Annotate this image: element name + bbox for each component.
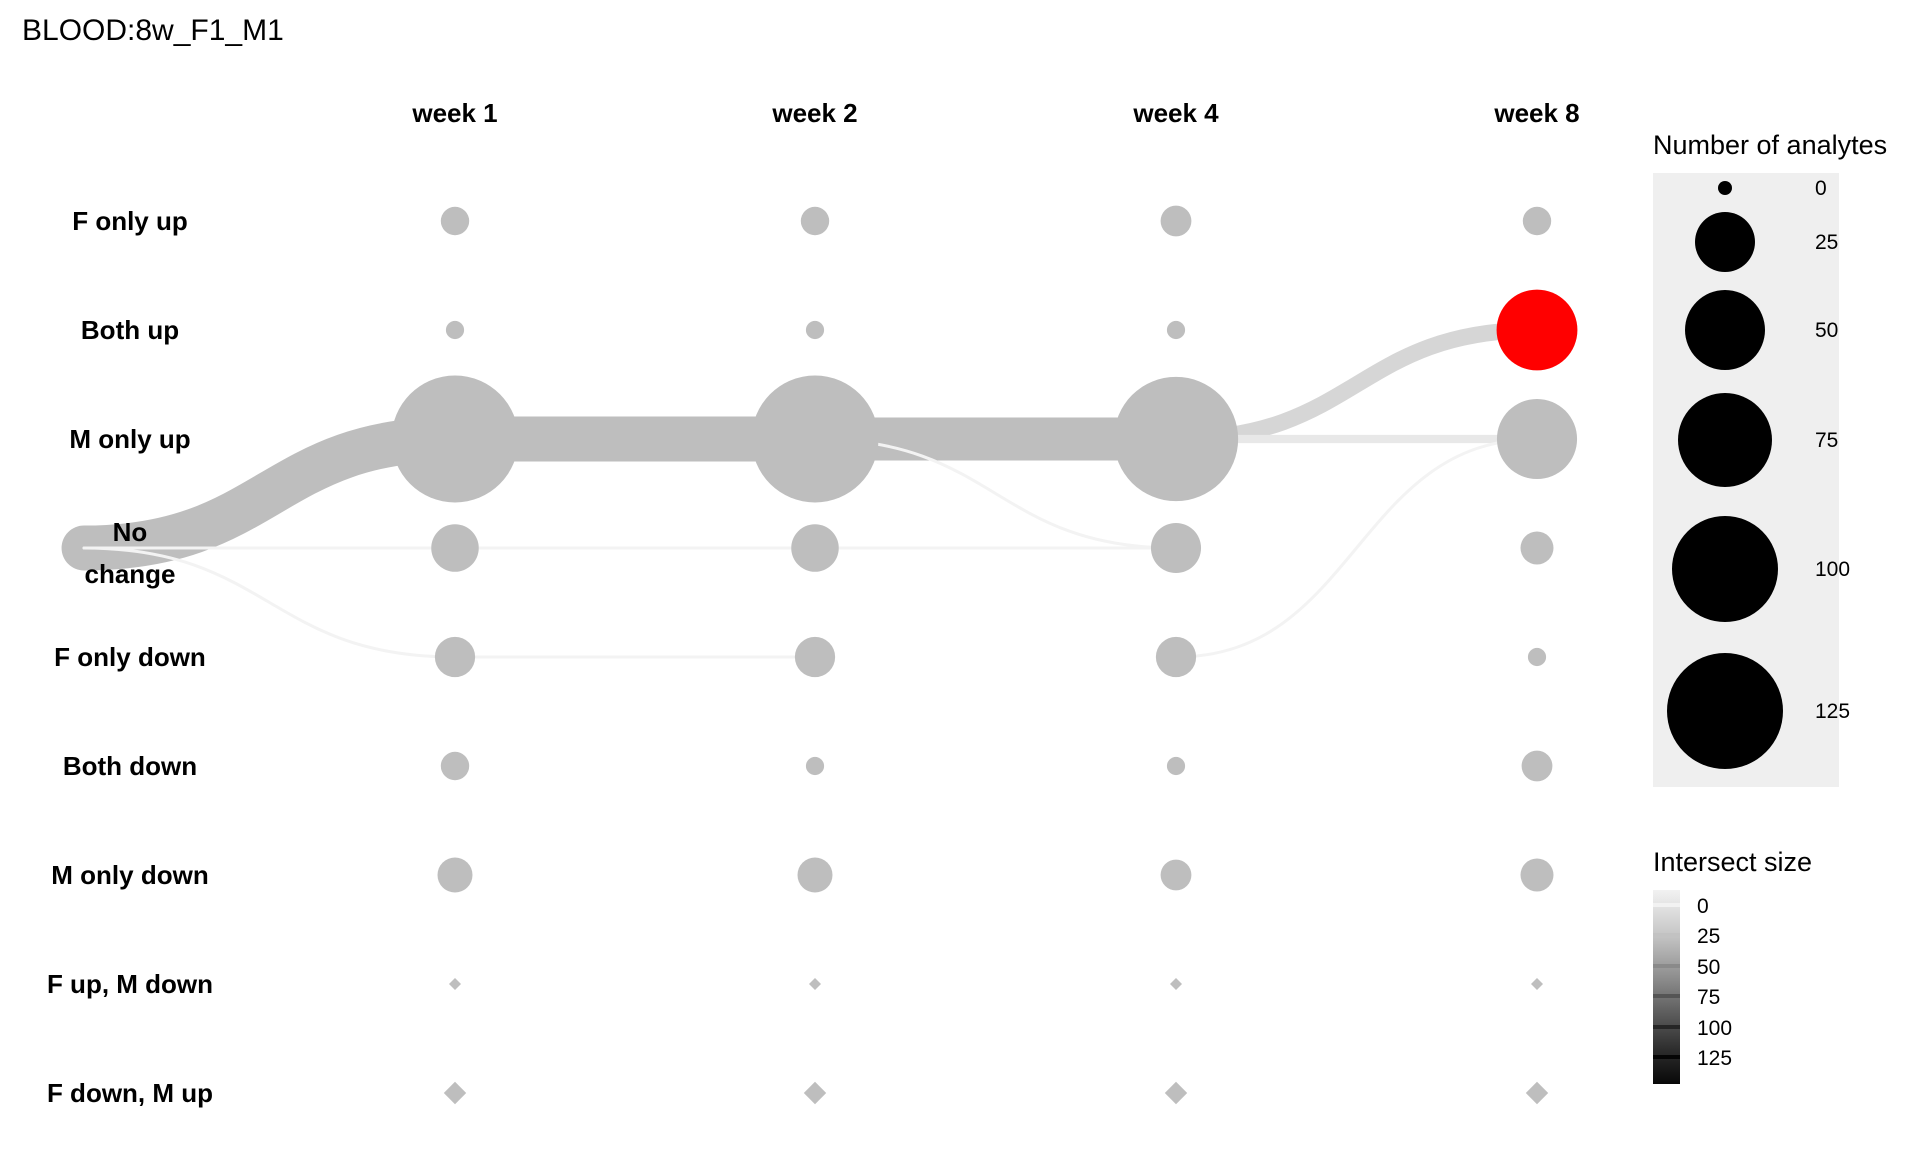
- column-label: week 1: [411, 98, 497, 128]
- legend-size-label: 25: [1815, 231, 1838, 254]
- flow-band: [61, 416, 478, 571]
- legend-color-title: Intersect size: [1653, 847, 1812, 877]
- legend-color-label: 50: [1697, 956, 1720, 979]
- legend-color-key: [1653, 933, 1680, 937]
- column-label: week 2: [771, 98, 857, 128]
- row-label: No change: [84, 517, 175, 589]
- legend-color-label: 125: [1697, 1047, 1732, 1070]
- legend-color-label: 25: [1697, 925, 1720, 948]
- row-label: M only up: [69, 424, 190, 454]
- legend-size-key: [1695, 212, 1755, 272]
- node-marker: [805, 320, 825, 340]
- legend-size-label: 75: [1815, 429, 1838, 452]
- flow-band: [1174, 437, 1539, 659]
- node-marker: [449, 978, 461, 990]
- node-marker: [1170, 978, 1182, 990]
- node-marker: [1522, 206, 1552, 236]
- column-label: week 4: [1132, 98, 1219, 128]
- row-label: F only down: [54, 642, 206, 672]
- legend-size: Number of analytes 0 25 50 75 100 125: [1653, 130, 1887, 787]
- legend-color-bar: [1653, 890, 1680, 1084]
- node-marker: [1527, 647, 1547, 667]
- node-marker: [1521, 750, 1553, 782]
- legend-color-key: [1653, 903, 1680, 907]
- node-layer: [391, 205, 1578, 1105]
- node-marker: [1160, 205, 1192, 237]
- flow-band: [813, 437, 1178, 550]
- node-marker: [1496, 289, 1578, 371]
- legend-color-key: [1653, 1055, 1680, 1059]
- node-marker: [800, 206, 830, 236]
- row-label: F down, M up: [47, 1078, 213, 1108]
- row-label: F up, M down: [47, 969, 213, 999]
- node-marker: [803, 1081, 827, 1105]
- row-labels: F only up Both up M only up No change F only …: [47, 206, 213, 1108]
- legend-size-label: 50: [1815, 319, 1838, 342]
- node-marker: [805, 756, 825, 776]
- flow-band: [82, 546, 457, 659]
- legend-color: Intersect size 0 25 50 75 100 125: [1653, 847, 1812, 1084]
- node-marker: [794, 636, 836, 678]
- node-marker: [1113, 376, 1239, 502]
- node-marker: [1150, 522, 1202, 574]
- legend-color-key: [1653, 964, 1680, 968]
- chart-title: BLOOD:8w_F1_M1: [22, 14, 284, 47]
- legend-color-label: 0: [1697, 895, 1709, 918]
- node-marker: [1155, 636, 1197, 678]
- node-marker: [809, 978, 821, 990]
- node-marker: [797, 857, 833, 893]
- node-marker: [434, 636, 476, 678]
- legend-size-title: Number of analytes: [1653, 130, 1887, 160]
- node-marker: [751, 375, 879, 503]
- flow-band: [1167, 321, 1546, 448]
- node-marker: [445, 320, 465, 340]
- node-marker: [1520, 858, 1554, 892]
- node-marker: [1531, 978, 1543, 990]
- legend-color-key: [1653, 1025, 1680, 1029]
- node-marker: [443, 1081, 467, 1105]
- node-marker: [391, 375, 519, 503]
- node-marker: [1520, 531, 1554, 565]
- legend-color-key: [1653, 994, 1680, 998]
- node-marker: [440, 206, 470, 236]
- legend-color-label: 100: [1697, 1017, 1732, 1040]
- legend-size-key: [1678, 393, 1772, 487]
- legend-size-label: 100: [1815, 558, 1850, 581]
- node-marker: [791, 524, 839, 572]
- legend-size-label: 125: [1815, 700, 1850, 723]
- node-marker: [440, 751, 470, 781]
- node-marker: [437, 857, 473, 893]
- row-label: M only down: [51, 860, 208, 890]
- node-marker: [1166, 320, 1186, 340]
- legend-size-key: [1685, 290, 1765, 370]
- node-marker: [1525, 1081, 1549, 1105]
- node-marker: [1166, 756, 1186, 776]
- node-marker: [1160, 859, 1192, 891]
- node-marker: [1496, 398, 1578, 480]
- legend-size-key: [1672, 516, 1778, 622]
- node-marker: [1164, 1081, 1188, 1105]
- row-label: Both down: [63, 751, 197, 781]
- row-label: F only up: [72, 206, 188, 236]
- legend-size-key: [1718, 181, 1732, 195]
- legend-size-key: [1667, 653, 1783, 769]
- legend-color-label: 75: [1697, 986, 1720, 1009]
- node-marker: [431, 524, 479, 572]
- legend-size-label: 0: [1815, 177, 1827, 200]
- column-label: week 8: [1493, 98, 1579, 128]
- column-labels: week 1 week 2 week 4 week 8: [411, 98, 1579, 128]
- row-label: Both up: [81, 315, 179, 345]
